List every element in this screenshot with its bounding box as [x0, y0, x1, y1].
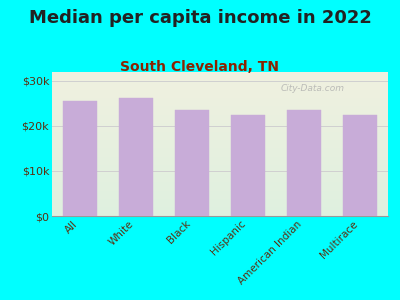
Bar	[287, 110, 321, 216]
Bar	[119, 98, 153, 216]
Text: South Cleveland, TN: South Cleveland, TN	[120, 60, 280, 74]
Bar	[343, 115, 377, 216]
Bar	[63, 101, 97, 216]
Text: City-Data.com: City-Data.com	[280, 83, 344, 92]
Bar	[231, 115, 265, 216]
Text: Median per capita income in 2022: Median per capita income in 2022	[28, 9, 372, 27]
Bar	[175, 110, 209, 216]
